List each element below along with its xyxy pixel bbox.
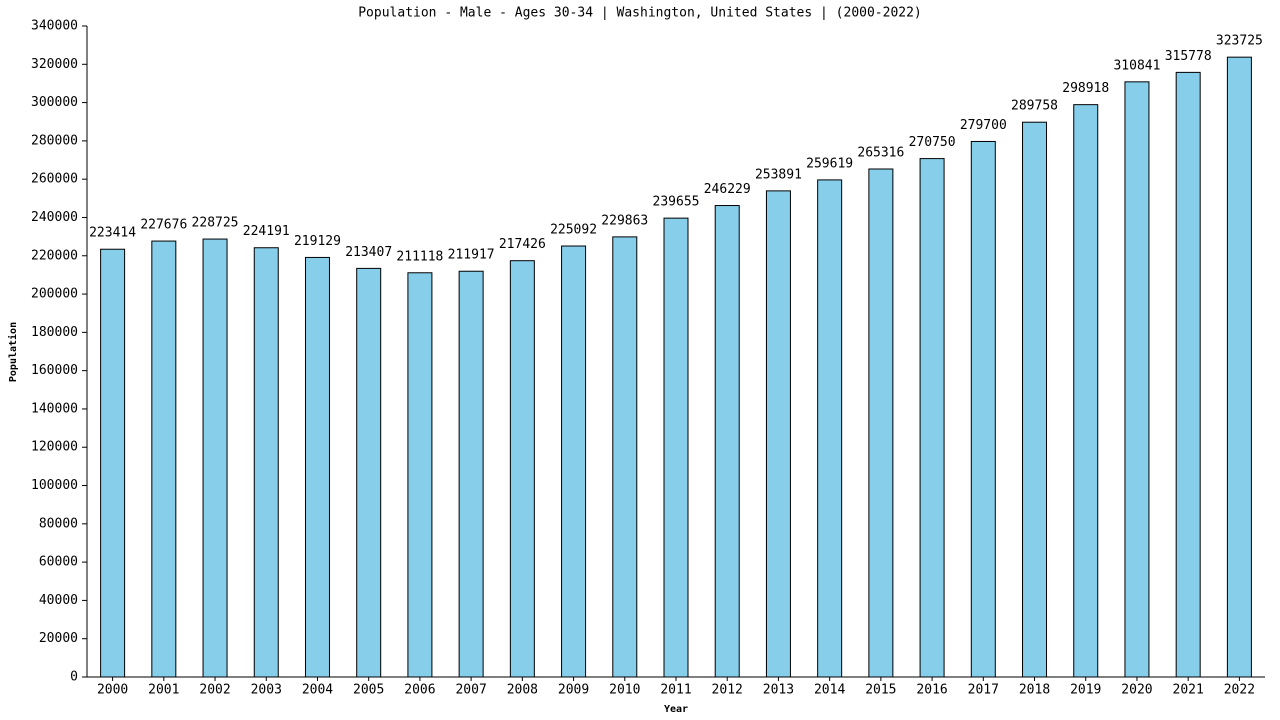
value-label: 225092 xyxy=(550,223,597,238)
value-label: 246229 xyxy=(704,182,751,197)
y-tick-label: 60000 xyxy=(39,555,78,570)
bar xyxy=(919,158,945,678)
bar xyxy=(1022,121,1048,678)
x-tick-label: 2009 xyxy=(558,683,589,698)
value-label: 279700 xyxy=(960,118,1007,133)
bar xyxy=(151,240,177,678)
value-label: 323725 xyxy=(1216,34,1263,49)
y-axis-label: Population xyxy=(7,322,19,382)
x-tick-label: 2011 xyxy=(660,683,691,698)
x-tick-label: 2005 xyxy=(353,683,384,698)
x-tick-label: 2008 xyxy=(507,683,538,698)
y-tick-label: 160000 xyxy=(31,363,78,378)
y-tick-label: 180000 xyxy=(31,325,78,340)
y-tick-label: 100000 xyxy=(31,478,78,493)
x-tick-label: 2018 xyxy=(1019,683,1050,698)
y-tick-label: 0 xyxy=(70,670,78,685)
y-tick-label: 120000 xyxy=(31,440,78,455)
bar xyxy=(714,205,740,678)
x-tick-label: 2017 xyxy=(968,683,999,698)
value-label: 253891 xyxy=(755,167,802,182)
x-tick-label: 2003 xyxy=(251,683,282,698)
x-axis-label: Year xyxy=(664,704,688,715)
y-tick-label: 240000 xyxy=(31,210,78,225)
x-tick-label: 2022 xyxy=(1224,683,1255,698)
x-tick-label: 2006 xyxy=(404,683,435,698)
x-tick-label: 2001 xyxy=(148,683,179,698)
bar xyxy=(1175,71,1201,678)
value-label: 224191 xyxy=(243,224,290,239)
value-label: 310841 xyxy=(1113,58,1160,73)
x-tick-label: 2000 xyxy=(97,683,128,698)
value-label: 227676 xyxy=(140,218,187,233)
bar xyxy=(509,260,535,678)
x-tick-label: 2021 xyxy=(1173,683,1204,698)
y-tick-label: 140000 xyxy=(31,401,78,416)
y-tick-label: 80000 xyxy=(39,516,78,531)
value-label: 259619 xyxy=(806,156,853,171)
bar xyxy=(304,256,330,678)
bar xyxy=(868,168,894,678)
value-label: 265316 xyxy=(857,145,904,160)
x-tick-label: 2020 xyxy=(1121,683,1152,698)
value-label: 239655 xyxy=(653,195,700,210)
x-tick-label: 2007 xyxy=(455,683,486,698)
bar xyxy=(663,217,689,678)
value-label: 289758 xyxy=(1011,99,1058,114)
value-label: 223414 xyxy=(89,226,136,241)
bar xyxy=(407,272,433,678)
y-tick-label: 200000 xyxy=(31,287,78,302)
value-label: 315778 xyxy=(1165,49,1212,64)
value-label: 213407 xyxy=(345,245,392,260)
value-label: 229863 xyxy=(601,213,648,228)
x-tick-label: 2013 xyxy=(763,683,794,698)
y-tick-label: 260000 xyxy=(31,172,78,187)
y-tick-label: 220000 xyxy=(31,248,78,263)
x-tick-label: 2004 xyxy=(302,683,333,698)
value-label: 228725 xyxy=(192,216,239,231)
x-tick-label: 2014 xyxy=(814,683,845,698)
y-tick-label: 300000 xyxy=(31,95,78,110)
bar xyxy=(1124,81,1150,678)
value-label: 217426 xyxy=(499,237,546,252)
bar xyxy=(458,270,484,678)
x-tick-label: 2015 xyxy=(865,683,896,698)
x-tick-label: 2010 xyxy=(609,683,640,698)
x-tick-label: 2002 xyxy=(199,683,230,698)
bar xyxy=(356,267,382,678)
bar xyxy=(202,238,228,678)
value-label: 270750 xyxy=(909,135,956,150)
x-tick-label: 2019 xyxy=(1070,683,1101,698)
bar xyxy=(561,245,587,678)
value-label: 219129 xyxy=(294,234,341,249)
value-label: 211118 xyxy=(396,249,443,264)
bar xyxy=(765,190,791,678)
value-label: 211917 xyxy=(448,248,495,263)
y-tick-label: 340000 xyxy=(31,19,78,34)
bar xyxy=(253,247,279,678)
bar xyxy=(970,140,996,678)
bar xyxy=(612,236,638,678)
bar xyxy=(100,248,126,678)
bar xyxy=(1073,104,1099,678)
bar xyxy=(1226,56,1252,678)
chart-title: Population - Male - Ages 30-34 | Washing… xyxy=(358,6,922,21)
y-tick-label: 40000 xyxy=(39,593,78,608)
bar xyxy=(817,179,843,678)
y-tick-label: 20000 xyxy=(39,631,78,646)
value-label: 298918 xyxy=(1062,81,1109,96)
x-tick-label: 2016 xyxy=(916,683,947,698)
x-tick-label: 2012 xyxy=(712,683,743,698)
y-tick-label: 320000 xyxy=(31,57,78,72)
y-tick-label: 280000 xyxy=(31,133,78,148)
